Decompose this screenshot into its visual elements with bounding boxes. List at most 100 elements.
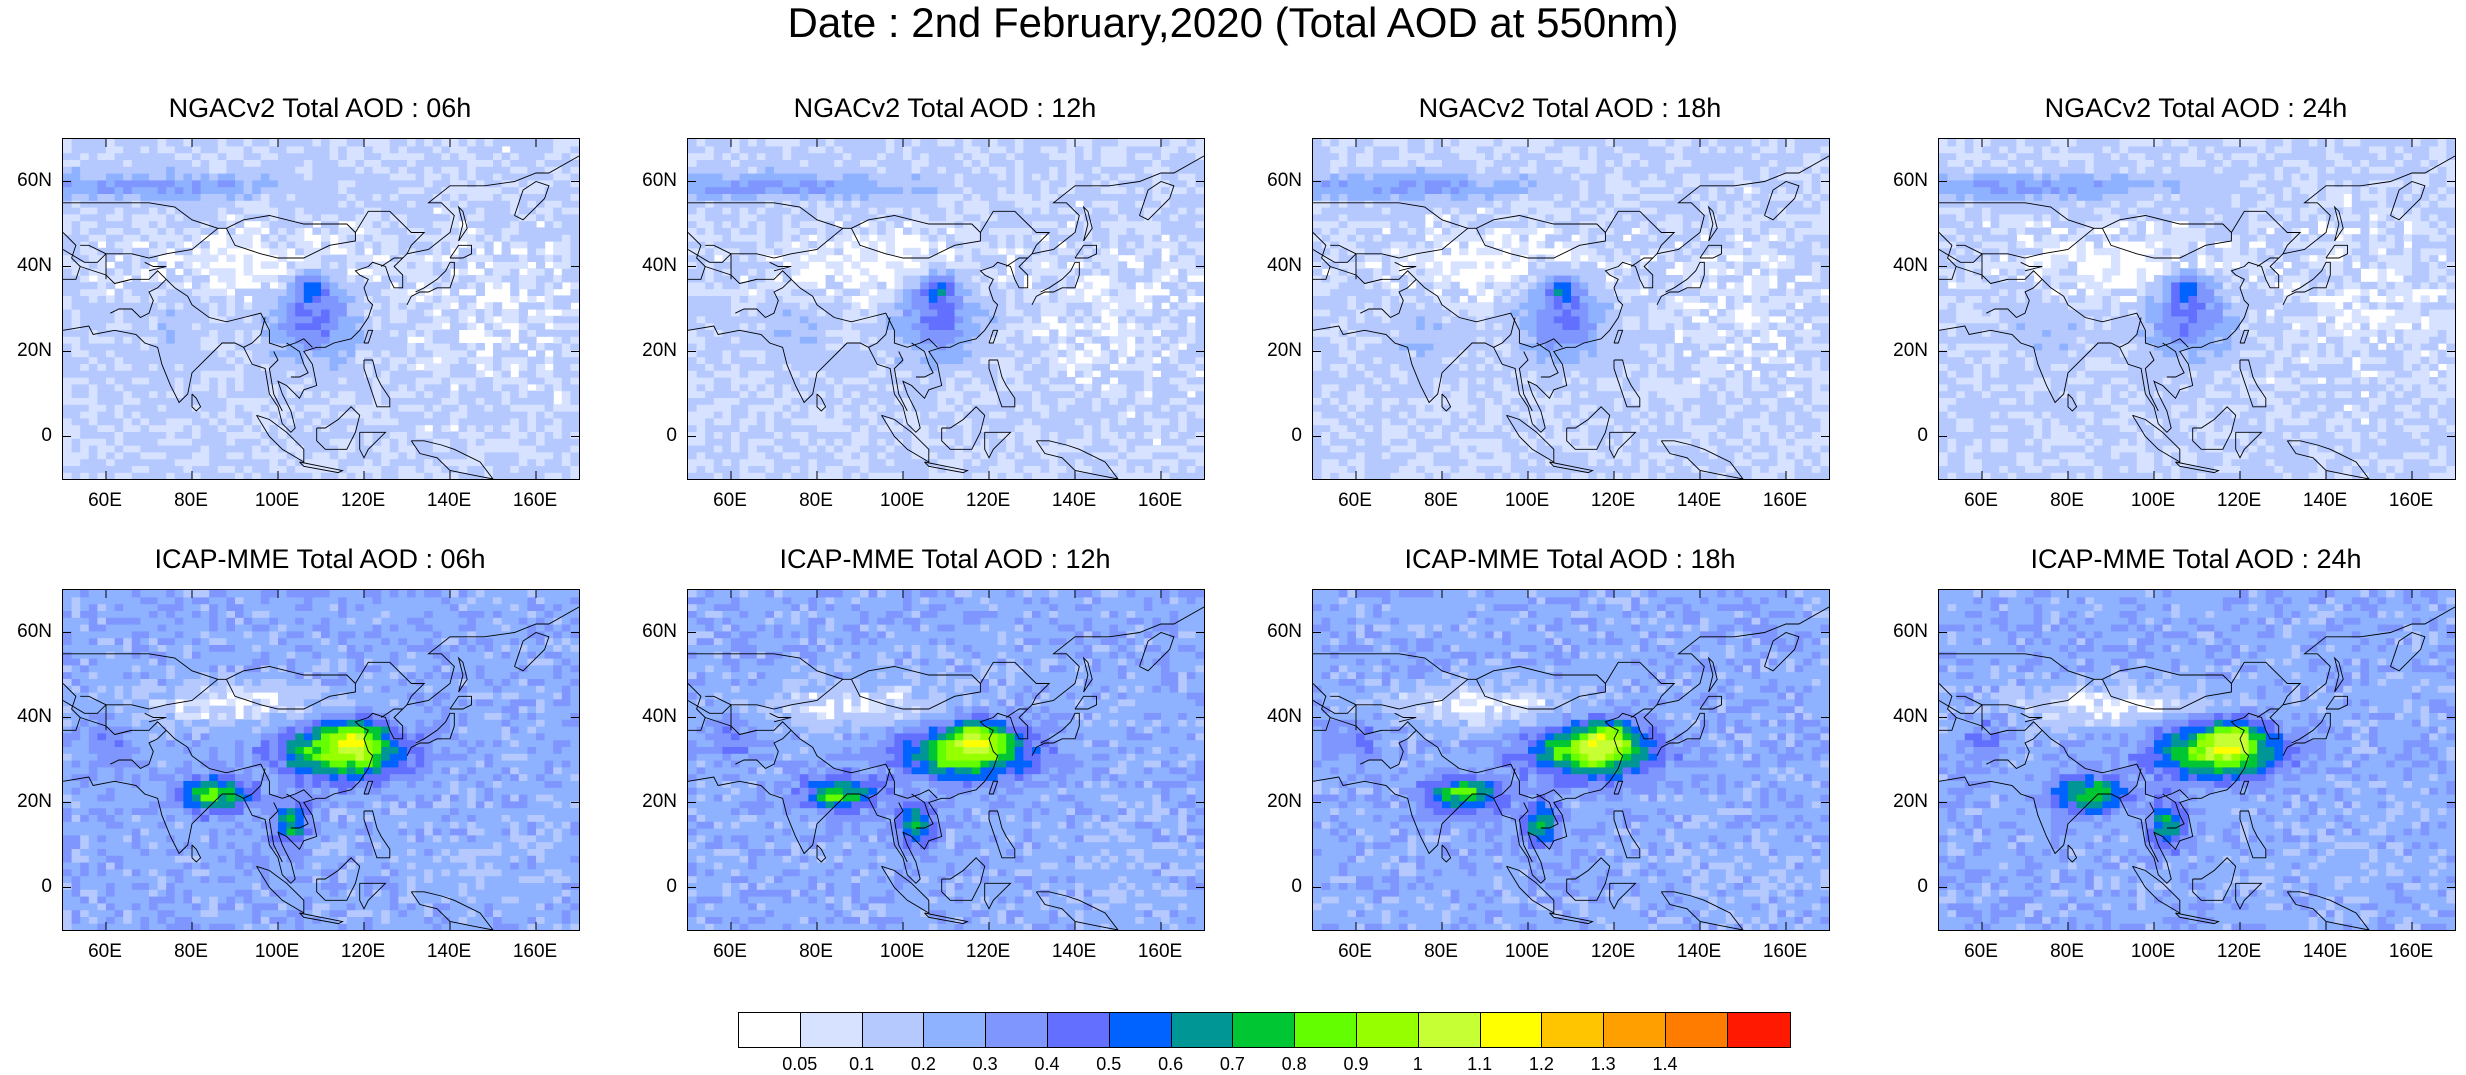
lon-tick-label: 140E — [419, 490, 479, 512]
lat-tick-label: 0 — [1252, 876, 1302, 898]
lat-tick-label: 0 — [1252, 425, 1302, 447]
lat-tick-label: 60N — [627, 621, 677, 643]
lat-tick-label: 40N — [627, 255, 677, 277]
lon-tick-label: 80E — [1411, 490, 1471, 512]
lat-tick-label: 40N — [2, 255, 52, 277]
colorbar-segment — [1666, 1013, 1728, 1047]
colorbar-segment — [1604, 1013, 1666, 1047]
lat-tick-label: 40N — [1252, 706, 1302, 728]
colorbar-label: 0.6 — [1146, 1054, 1196, 1075]
lon-tick-label: 120E — [1583, 490, 1643, 512]
aod-map — [62, 589, 580, 931]
lat-tick-label: 60N — [1878, 621, 1928, 643]
lon-tick-label: 120E — [958, 941, 1018, 963]
lon-tick-label: 120E — [1583, 941, 1643, 963]
lat-tick-label: 20N — [1252, 791, 1302, 813]
lon-tick-label: 140E — [1044, 490, 1104, 512]
lat-tick-label: 40N — [2, 706, 52, 728]
colorbar-label: 1.1 — [1455, 1054, 1505, 1075]
lon-tick-label: 100E — [872, 490, 932, 512]
panel-title: ICAP-MME Total AOD : 24h — [1916, 544, 2466, 574]
lon-tick-label: 140E — [2295, 490, 2355, 512]
colorbar-label: 0.3 — [960, 1054, 1010, 1075]
lon-tick-label: 80E — [161, 941, 221, 963]
colorbar-segment — [1419, 1013, 1481, 1047]
aod-map — [687, 589, 1205, 931]
colorbar-label: 0.2 — [898, 1054, 948, 1075]
lon-tick-label: 80E — [786, 490, 846, 512]
lon-tick-label: 160E — [1755, 941, 1815, 963]
lon-tick-label: 100E — [2123, 490, 2183, 512]
colorbar-label: 1.4 — [1640, 1054, 1690, 1075]
lat-tick-label: 20N — [1878, 791, 1928, 813]
lat-tick-label: 20N — [2, 791, 52, 813]
lon-tick-label: 80E — [161, 490, 221, 512]
panel-title: ICAP-MME Total AOD : 18h — [1290, 544, 1850, 574]
lat-tick-label: 0 — [1878, 876, 1928, 898]
lon-tick-label: 120E — [333, 941, 393, 963]
colorbar-label: 0.1 — [837, 1054, 887, 1075]
lon-tick-label: 160E — [2381, 490, 2441, 512]
lat-tick-label: 60N — [2, 621, 52, 643]
lat-tick-label: 0 — [627, 876, 677, 898]
lat-tick-label: 20N — [2, 340, 52, 362]
colorbar-segment — [1728, 1013, 1790, 1047]
panel-title: NGACv2 Total AOD : 12h — [665, 93, 1225, 123]
lon-tick-label: 60E — [75, 941, 135, 963]
lat-tick-label: 60N — [1252, 170, 1302, 192]
lat-tick-label: 60N — [1252, 621, 1302, 643]
lon-tick-label: 100E — [2123, 941, 2183, 963]
lon-tick-label: 100E — [1497, 941, 1557, 963]
lon-tick-label: 100E — [247, 490, 307, 512]
aod-map — [687, 138, 1205, 480]
lon-tick-label: 160E — [505, 490, 565, 512]
colorbar-segment — [863, 1013, 925, 1047]
lon-tick-label: 140E — [1669, 490, 1729, 512]
colorbar-segment — [1048, 1013, 1110, 1047]
lon-tick-label: 160E — [1130, 941, 1190, 963]
lon-tick-label: 140E — [1669, 941, 1729, 963]
lat-tick-label: 0 — [1878, 425, 1928, 447]
lon-tick-label: 80E — [786, 941, 846, 963]
lon-tick-label: 160E — [505, 941, 565, 963]
lat-tick-label: 20N — [1878, 340, 1928, 362]
aod-map — [1938, 138, 2456, 480]
colorbar-label: 0.8 — [1269, 1054, 1319, 1075]
lat-tick-label: 40N — [1878, 255, 1928, 277]
lat-tick-label: 40N — [1252, 255, 1302, 277]
lat-tick-label: 0 — [627, 425, 677, 447]
lon-tick-label: 140E — [2295, 941, 2355, 963]
colorbar-segment — [1110, 1013, 1172, 1047]
lon-tick-label: 60E — [75, 490, 135, 512]
lon-tick-label: 120E — [958, 490, 1018, 512]
lon-tick-label: 120E — [2209, 941, 2269, 963]
colorbar-label: 0.7 — [1207, 1054, 1257, 1075]
colorbar-segment — [739, 1013, 801, 1047]
lon-tick-label: 80E — [1411, 941, 1471, 963]
lon-tick-label: 60E — [700, 490, 760, 512]
lon-tick-label: 160E — [2381, 941, 2441, 963]
lon-tick-label: 60E — [1325, 490, 1385, 512]
lat-tick-label: 20N — [1252, 340, 1302, 362]
colorbar-segment — [1357, 1013, 1419, 1047]
aod-map — [1938, 589, 2456, 931]
lon-tick-label: 120E — [333, 490, 393, 512]
colorbar-label: 1.2 — [1516, 1054, 1566, 1075]
colorbar-segment — [801, 1013, 863, 1047]
lon-tick-label: 140E — [1044, 941, 1104, 963]
lon-tick-label: 100E — [872, 941, 932, 963]
colorbar-label: 0.9 — [1331, 1054, 1381, 1075]
lat-tick-label: 60N — [2, 170, 52, 192]
lon-tick-label: 120E — [2209, 490, 2269, 512]
colorbar-label: 1 — [1393, 1054, 1443, 1075]
lat-tick-label: 0 — [2, 425, 52, 447]
colorbar-segment — [1542, 1013, 1604, 1047]
colorbar-label: 0.5 — [1084, 1054, 1134, 1075]
lat-tick-label: 40N — [627, 706, 677, 728]
panel-title: NGACv2 Total AOD : 06h — [40, 93, 600, 123]
lon-tick-label: 100E — [247, 941, 307, 963]
lat-tick-label: 20N — [627, 340, 677, 362]
lat-tick-label: 20N — [627, 791, 677, 813]
aod-map — [62, 138, 580, 480]
panel-title: ICAP-MME Total AOD : 06h — [40, 544, 600, 574]
